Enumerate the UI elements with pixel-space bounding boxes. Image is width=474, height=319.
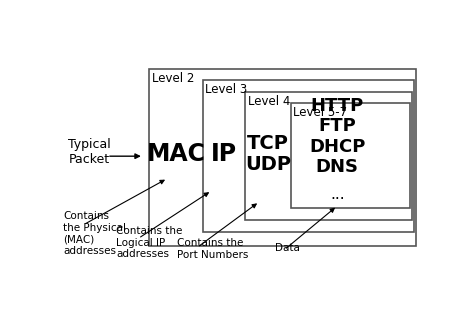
Bar xyxy=(245,92,412,220)
Text: Level 2: Level 2 xyxy=(152,72,194,85)
Text: HTTP
FTP
DHCP
DNS: HTTP FTP DHCP DNS xyxy=(309,97,365,176)
Text: Data: Data xyxy=(275,243,300,253)
Text: IP: IP xyxy=(211,142,237,166)
Bar xyxy=(202,80,414,232)
Text: Contains
the Physical
(MAC)
addresses: Contains the Physical (MAC) addresses xyxy=(63,211,126,256)
Text: Level 5-7: Level 5-7 xyxy=(293,106,347,119)
Text: TCP
UDP: TCP UDP xyxy=(245,134,291,174)
Text: MAC: MAC xyxy=(146,142,206,166)
Bar xyxy=(149,69,416,246)
Text: Level 3: Level 3 xyxy=(205,83,247,96)
Text: Contains the
Logical IP
addresses: Contains the Logical IP addresses xyxy=(116,226,182,259)
Text: Typical
Packet: Typical Packet xyxy=(68,138,111,167)
Text: Contains the
Port Numbers: Contains the Port Numbers xyxy=(177,239,248,260)
Bar xyxy=(291,103,410,208)
Text: ...: ... xyxy=(330,187,345,202)
Text: Level 4: Level 4 xyxy=(248,95,290,108)
